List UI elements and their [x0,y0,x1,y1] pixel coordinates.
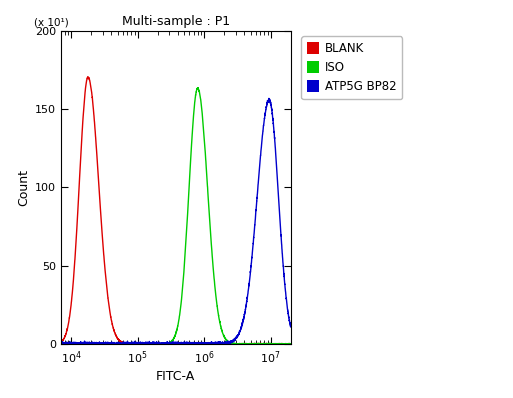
ISO [156,342,162,347]
ISO [195,85,201,90]
ATP5G BP82 [266,96,272,101]
ATP5G BP82 [84,341,90,346]
ISO [259,341,265,346]
ATP5G BP82 [259,143,265,148]
X-axis label: FITC-A: FITC-A [156,370,195,383]
BLANK [84,77,90,82]
ATP5G BP82 [97,341,104,346]
Y-axis label: Count: Count [17,169,31,206]
BLANK [283,342,289,347]
BLANK [259,342,265,347]
ISO [57,341,64,346]
ATP5G BP82 [79,342,85,347]
ISO [97,342,104,347]
Legend: BLANK, ISO, ATP5G BP82: BLANK, ISO, ATP5G BP82 [301,37,402,99]
ISO [84,342,90,347]
BLANK [97,210,104,215]
BLANK [277,342,283,347]
BLANK [288,341,294,346]
ISO [146,341,152,346]
Line: BLANK: BLANK [61,77,291,344]
ATP5G BP82 [146,341,152,346]
ATP5G BP82 [288,324,294,329]
ATP5G BP82 [156,342,162,347]
BLANK [146,342,152,347]
ISO [283,342,289,347]
ISO [288,342,294,347]
ATP5G BP82 [57,341,64,345]
Line: ISO: ISO [61,88,291,344]
BLANK [57,339,64,344]
ATP5G BP82 [283,296,289,300]
ISO [88,342,94,347]
Title: Multi-sample : P1: Multi-sample : P1 [122,15,230,28]
Line: ATP5G BP82: ATP5G BP82 [61,98,291,344]
BLANK [85,75,91,80]
BLANK [156,341,162,346]
Text: (x 10¹): (x 10¹) [34,18,69,27]
